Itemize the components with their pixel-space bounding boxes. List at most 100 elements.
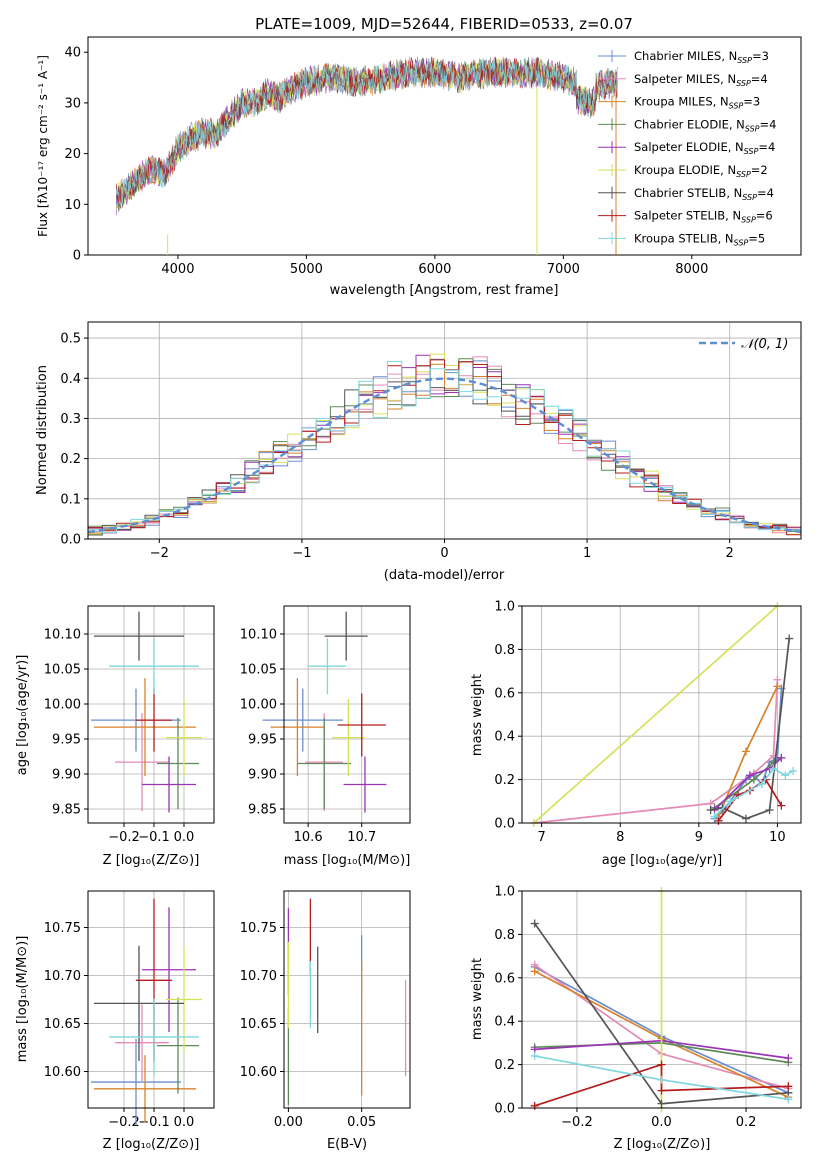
legend-label: Salpeter STELIB, NSSP=6 — [634, 209, 773, 225]
residual-ylabel: Normed distribution — [35, 365, 50, 495]
spectrum-ytick-label: 40 — [64, 46, 81, 61]
p3-xtick-label: 8 — [616, 830, 624, 845]
p6-ytick-label: 1.0 — [494, 885, 515, 900]
residual-histogram — [88, 360, 801, 533]
spectrum-xtick-label: 6000 — [418, 262, 451, 277]
p3-point-marker — [777, 753, 786, 762]
p3-ytick-label: 0.2 — [494, 773, 515, 788]
p3-ytick-label: 0.6 — [494, 686, 515, 701]
p3-xlabel: age [log₁₀(age/yr)] — [602, 853, 723, 868]
spectrum-ytick-label: 30 — [64, 96, 81, 111]
spectrum-traces — [116, 56, 618, 255]
p2-xtick-label: 10.6 — [294, 830, 323, 845]
p3-series-line — [533, 679, 779, 824]
spectrum-ylabel: Flux [fλ10⁻¹⁷ erg cm⁻² s⁻¹ A⁻¹] — [36, 55, 50, 237]
p4-ytick-label: 10.75 — [44, 921, 81, 936]
p4-xtick-label: 0.0 — [174, 1115, 195, 1130]
p4-ylabel: mass [log₁₀(M/M⊙)] — [15, 936, 30, 1063]
p3-ytick-label: 0.8 — [494, 643, 515, 658]
p6-point-marker — [784, 1095, 793, 1104]
p3-frame — [521, 605, 802, 824]
p6-point-marker — [530, 1051, 539, 1060]
p1-frame — [87, 605, 215, 824]
p6-xtick-label: 0.0 — [651, 1115, 672, 1130]
p6-frame — [521, 890, 802, 1109]
p3-point-marker — [785, 634, 794, 643]
p3-ytick-label: 1.0 — [494, 600, 515, 615]
legend-label: Salpeter MILES, NSSP=4 — [634, 72, 768, 88]
p2-ytick-label: 9.85 — [248, 803, 277, 818]
p3-ytick-label: 0.4 — [494, 730, 515, 745]
p1-xtick-label: −0.2 — [108, 830, 140, 845]
legend-label: Kroupa ELODIE, NSSP=2 — [634, 163, 768, 179]
residual-xtick-label: 1 — [583, 546, 591, 561]
p3-ytick-label: 0.0 — [494, 817, 515, 832]
spectrum-ytick-label: 20 — [64, 147, 81, 162]
p1-xtick-label: −0.1 — [138, 830, 170, 845]
p3-point-marker — [757, 779, 766, 788]
p3-point-marker — [706, 805, 715, 814]
p3-point-marker — [741, 747, 750, 756]
spectrum-xtick-label: 4000 — [161, 262, 194, 277]
residual-xtick-label: 2 — [726, 546, 734, 561]
spectrum-ticks: 4000 5000 6000 7000 8000 0 10 20 30 40 — [64, 46, 708, 277]
residual-ytick-label: 0.4 — [60, 372, 81, 387]
residual-xlabel: (data-model)/error — [384, 568, 505, 583]
legend-label: Chabrier STELIB, NSSP=4 — [634, 186, 774, 202]
z-age-panel: −0.2−0.1 0.0 9.85 9.90 9.95 10.00 10.05 10.10 — [44, 605, 215, 845]
p2-ytick-label: 9.90 — [248, 768, 277, 783]
p3-xtick-label: 9 — [695, 830, 703, 845]
p3-point-marker — [781, 771, 790, 780]
p6-ylabel: mass weight — [470, 958, 485, 1040]
age-weight-panel: 7 8 9 10 0.0 0.2 0.4 0.6 0.8 1.0 — [494, 600, 802, 845]
residual-xtick-label: −1 — [292, 546, 311, 561]
p3-point-marker — [777, 801, 786, 810]
residual-ytick-label: 0.0 — [60, 533, 81, 548]
p2-ytick-label: 10.05 — [240, 663, 277, 678]
figure-title: PLATE=1009, MJD=52644, FIBERID=0533, z=0… — [255, 15, 633, 33]
p4-xtick-label: −0.2 — [108, 1115, 140, 1130]
p6-xtick-label: 0.2 — [736, 1115, 757, 1130]
legend-label: Salpeter ELODIE, NSSP=4 — [634, 140, 775, 156]
p6-point-marker — [784, 1082, 793, 1091]
p6-point-marker — [530, 1101, 539, 1110]
p3-point-marker — [773, 682, 782, 691]
p3-xtick-label: 10 — [769, 830, 786, 845]
p3-point-marker — [726, 797, 735, 806]
p3-xtick-label: 7 — [538, 830, 546, 845]
p5-ytick-label: 10.60 — [240, 1065, 277, 1080]
p6-point-marker — [657, 1060, 666, 1069]
p4-ytick-label: 10.70 — [44, 969, 81, 984]
legend-label: Chabrier ELODIE, NSSP=4 — [634, 117, 776, 133]
residual-xtick-label: 0 — [440, 546, 448, 561]
residual-ytick-label: 0.3 — [60, 412, 81, 427]
spectrum-xtick-label: 5000 — [290, 262, 323, 277]
p3-point-marker — [749, 775, 758, 784]
p6-xlabel: Z [log₁₀(Z/Z⊙)] — [614, 1137, 711, 1152]
mass-age-panel: 10.6 10.7 9.85 9.90 9.95 10.00 10.05 10.10 — [240, 605, 411, 845]
p2-ytick-label: 10.00 — [240, 698, 277, 713]
p6-point-marker — [530, 967, 539, 976]
p5-frame — [283, 890, 411, 1109]
p3-point-marker — [741, 814, 750, 823]
residual-xtick-label: −2 — [150, 546, 169, 561]
p4-frame — [87, 890, 215, 1109]
p1-xlabel: Z [log₁₀(Z/Z⊙)] — [103, 853, 200, 868]
residual-histogram — [88, 358, 801, 532]
p6-ytick-label: 0.8 — [494, 928, 515, 943]
ebv-mass-panel: 0.00 0.05 10.60 10.65 10.70 10.75 — [240, 890, 411, 1130]
spectrum-xtick-label: 8000 — [675, 262, 708, 277]
z-weight-panel: −0.2 0.0 0.2 0.0 0.2 0.4 0.6 0.8 1.0 — [494, 885, 802, 1130]
p3-point-marker — [769, 764, 778, 773]
spectrum-axes-frame — [87, 36, 802, 256]
p1-ylabel: age [log₁₀(age/yr)] — [15, 655, 30, 776]
normal-legend-label: 𝒩(0, 1) — [741, 337, 788, 352]
p4-ytick-label: 10.65 — [44, 1017, 81, 1032]
p3-point-marker — [765, 805, 774, 814]
p5-xtick-label: 0.00 — [274, 1115, 303, 1130]
p1-ytick-label: 10.10 — [44, 628, 81, 643]
p6-point-marker — [784, 1054, 793, 1063]
p6-ytick-label: 0.0 — [494, 1102, 515, 1117]
p6-point-marker — [530, 919, 539, 928]
